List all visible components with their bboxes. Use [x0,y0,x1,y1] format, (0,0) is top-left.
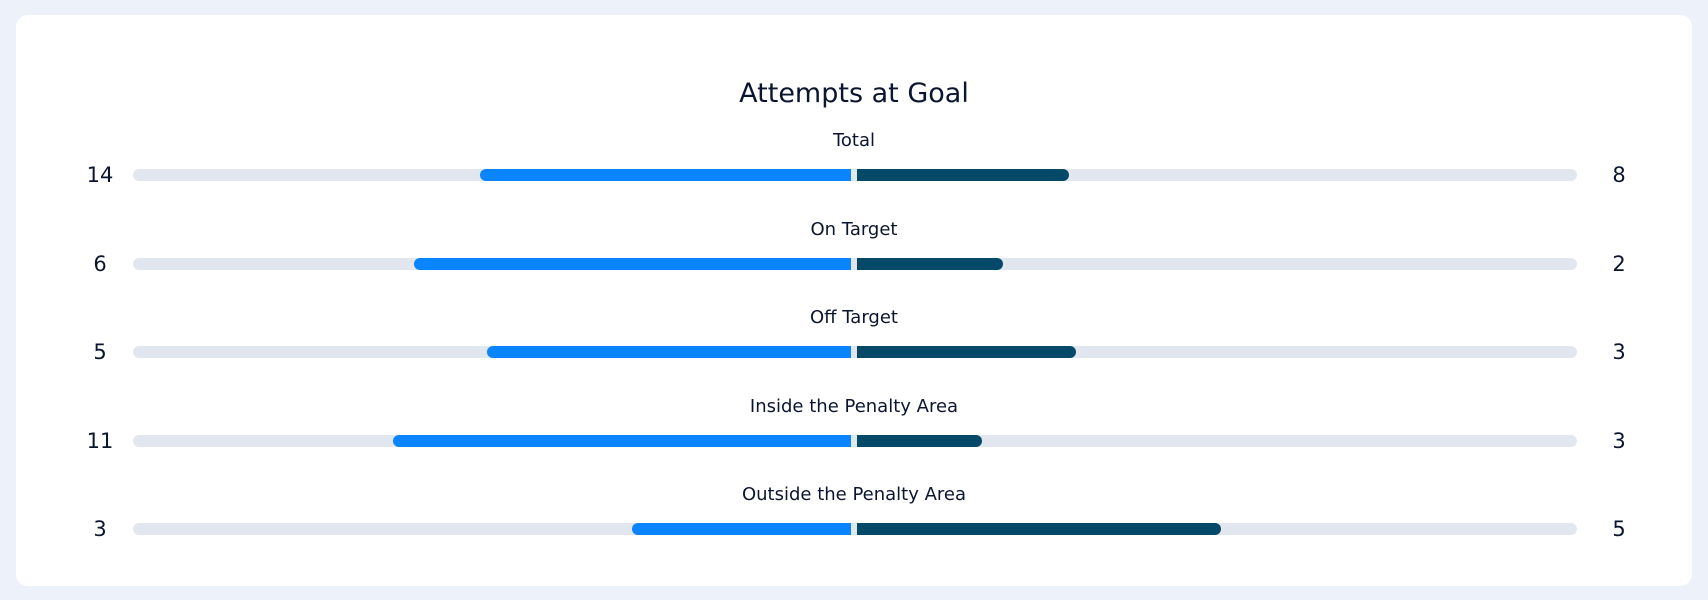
stat-track [133,169,1577,181]
stat-track [133,523,1577,535]
home-bar [487,346,851,358]
away-value: 3 [1612,429,1626,453]
home-bar [632,523,851,535]
away-value: 2 [1612,252,1626,276]
away-bar [857,435,982,447]
away-value: 5 [1612,517,1626,541]
home-value: 6 [93,252,107,276]
stat-track [133,346,1577,358]
home-bar [414,258,851,270]
stat-row: Off Target 5 3 [16,306,1692,366]
stat-row: Outside the Penalty Area 3 5 [16,483,1692,543]
stat-label: Outside the Penalty Area [741,484,967,505]
home-bar [393,435,851,447]
away-bar [857,169,1069,181]
away-bar [857,258,1003,270]
stats-card: Attempts at Goal Total 14 8 On Target 6 2 Off … [16,15,1692,586]
stat-row: Total 14 8 [16,129,1692,189]
stat-row: On Target 6 2 [16,218,1692,278]
away-bar [857,523,1221,535]
away-value: 3 [1612,340,1626,364]
away-value: 8 [1612,163,1626,187]
home-value: 5 [93,340,107,364]
stat-label: Total [832,130,876,151]
home-value: 14 [86,163,114,187]
stat-label: Off Target [810,307,898,328]
home-bar [480,169,851,181]
stat-label: Inside the Penalty Area [749,396,959,417]
home-value: 11 [86,429,114,453]
stat-label: On Target [810,219,898,240]
away-bar [857,346,1076,358]
stat-track [133,435,1577,447]
home-value: 3 [93,517,107,541]
chart-title: Attempts at Goal [739,78,969,109]
stat-row: Inside the Penalty Area 11 3 [16,395,1692,455]
stat-track [133,258,1577,270]
